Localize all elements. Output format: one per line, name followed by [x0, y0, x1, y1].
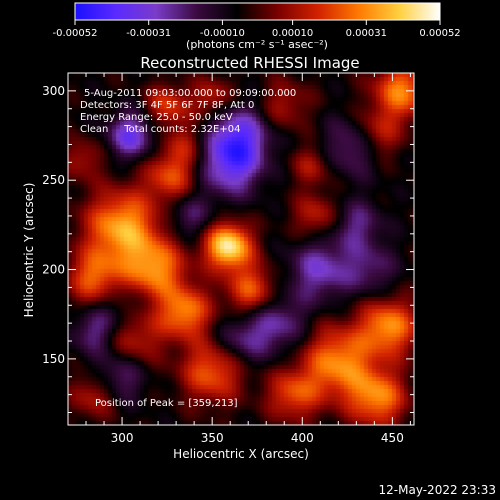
info-energy: Energy Range: 25.0 - 50.0 keV — [80, 112, 233, 123]
y-tick-label: 300 — [42, 84, 65, 98]
x-tick-label: 350 — [201, 431, 224, 445]
y-tick-label: 200 — [42, 263, 65, 277]
plot-area: 300 350 400 450 150 200 250 300 — [42, 72, 415, 445]
heatmap-canvas — [68, 73, 414, 425]
y-axis-ticks: 150 200 250 300 — [42, 72, 414, 413]
colorbar-gradient — [74, 2, 441, 21]
colorbar-tick-label: -0.00052 — [53, 28, 98, 39]
y-axis-label: Heliocentric Y (arcsec) — [22, 183, 36, 318]
colorbar-tick-label: 0.00031 — [346, 28, 387, 39]
peak-position: Position of Peak = [359,213] — [95, 398, 238, 409]
x-tick-label: 300 — [111, 431, 134, 445]
observation-info: 5-Aug-2011 09:03:00.000 to 09:09:00.000 … — [80, 88, 296, 409]
x-axis-label: Heliocentric X (arcsec) — [173, 447, 309, 461]
info-time-range: 5-Aug-2011 09:03:00.000 to 09:09:00.000 — [84, 88, 296, 99]
chart-title: Reconstructed RHESSI Image — [140, 54, 359, 72]
colorbar-tick-label: 0.00052 — [419, 28, 460, 39]
colorbar: -0.00052 -0.00031 -0.00010 0.00010 0.00031 0.… — [53, 2, 461, 51]
x-tick-label: 450 — [381, 431, 404, 445]
plot-frame — [67, 72, 415, 426]
info-counts: Clean Total counts: 2.32E+04 — [80, 124, 240, 135]
y-tick-label: 250 — [42, 173, 65, 187]
y-tick-label: 150 — [42, 352, 65, 366]
timestamp: 12-May-2022 23:33 — [379, 483, 496, 497]
colorbar-units: (photons cm⁻² s⁻¹ asec⁻²) — [186, 38, 328, 51]
colorbar-tick-label: 0.00010 — [272, 28, 313, 39]
colorbar-tick-label: -0.00010 — [200, 28, 245, 39]
colorbar-tick-label: -0.00031 — [126, 28, 171, 39]
x-axis-ticks: 300 350 400 450 — [85, 73, 411, 445]
x-tick-label: 400 — [291, 431, 314, 445]
info-detectors: Detectors: 3F 4F 5F 6F 7F 8F, Att 0 — [80, 100, 254, 111]
colorbar-ticks: -0.00052 -0.00031 -0.00010 0.00010 0.00031 0.… — [53, 20, 461, 39]
